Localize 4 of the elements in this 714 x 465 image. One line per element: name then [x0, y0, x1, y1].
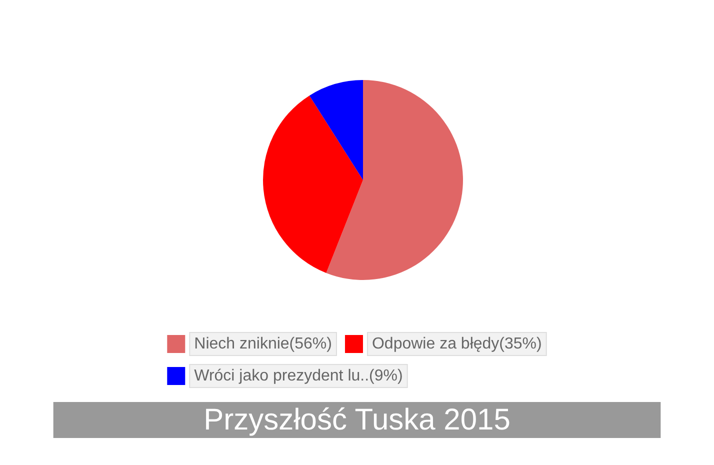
legend-label: Wróci jako prezydent lu..(9%): [194, 368, 403, 384]
text: Przyszłość Tuska 2015: [204, 404, 510, 436]
legend-label: Odpowie za błędy(35%): [372, 336, 542, 352]
legend-label: Niech zniknie(56%): [194, 336, 332, 352]
